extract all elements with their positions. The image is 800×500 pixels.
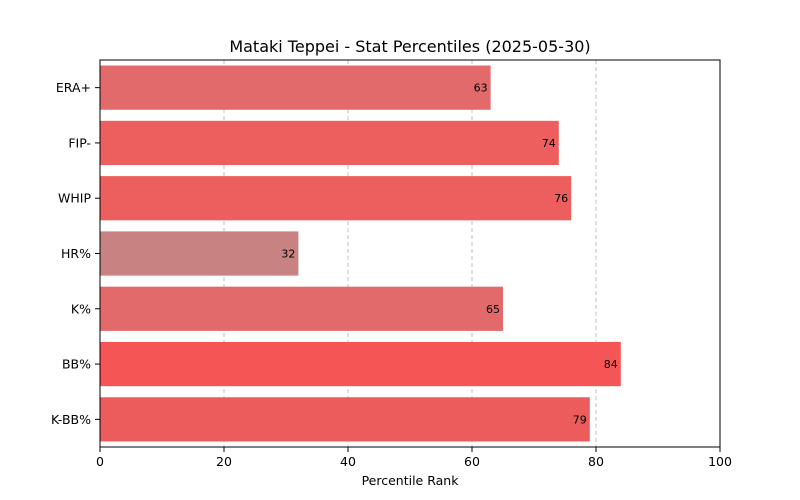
- bar-whip: [100, 176, 572, 221]
- bars: 63 74 76 32 65 84 79: [100, 65, 621, 442]
- bar-value-label: 63: [474, 82, 488, 95]
- bar-bb-: [100, 341, 621, 387]
- bar-value-label: 32: [281, 248, 295, 261]
- y-tick-label: BB%: [62, 357, 91, 372]
- bar-k-: [100, 286, 503, 331]
- x-tick-label: 80: [588, 454, 604, 469]
- y-tick-label: K%: [71, 301, 91, 316]
- x-axis-label: Percentile Rank: [362, 473, 460, 488]
- x-tick-label: 40: [340, 454, 356, 469]
- bar-value-label: 65: [486, 303, 500, 316]
- x-tick-label: 100: [708, 454, 732, 469]
- chart-title: Mataki Teppei - Stat Percentiles (2025-0…: [229, 37, 590, 56]
- x-tick-label: 60: [464, 454, 480, 469]
- bar-hr-: [100, 231, 299, 276]
- bar-value-label: 79: [573, 413, 587, 426]
- x-tick-label: 20: [216, 454, 232, 469]
- bar-fip-: [100, 120, 559, 166]
- y-tick-label: ERA+: [56, 80, 91, 95]
- x-tick-label: 0: [96, 454, 104, 469]
- bar-value-label: 84: [604, 358, 618, 371]
- x-axis-ticks: 0 20 40 60 80 100: [96, 447, 732, 469]
- bar-value-label: 76: [554, 192, 568, 205]
- y-axis-ticks: ERA+ FIP- WHIP HR% K% BB% K-BB%: [51, 80, 100, 427]
- y-tick-label: FIP-: [68, 135, 91, 150]
- y-tick-label: K-BB%: [51, 412, 91, 427]
- y-tick-label: WHIP: [58, 191, 91, 206]
- bar-era-: [100, 65, 491, 110]
- bar-value-label: 74: [542, 137, 556, 150]
- y-tick-label: HR%: [61, 246, 91, 261]
- bar-k-bb-: [100, 397, 590, 442]
